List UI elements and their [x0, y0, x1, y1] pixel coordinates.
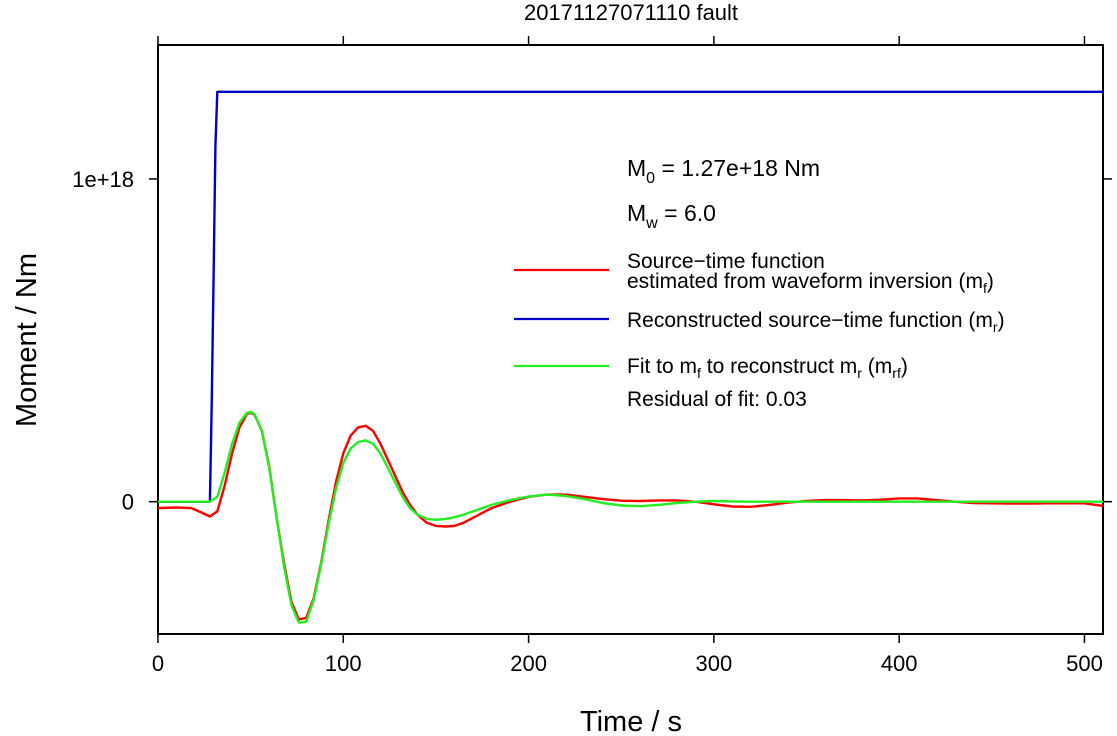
series-line-reconstructed: [158, 90, 1103, 503]
y-axis-title: Moment / Nm: [11, 253, 43, 427]
svg-text:Mw = 6.0: Mw = 6.0: [627, 200, 716, 232]
chart-title: 20171127071110 fault: [524, 0, 738, 25]
x-tick-label: 200: [510, 651, 547, 676]
residual-text: Residual of fit: 0.03: [627, 388, 807, 411]
magnitude-annotation: Mw = 6.0: [627, 200, 716, 232]
x-axis-title: Time / s: [580, 706, 682, 736]
m0-value: = 1.27e+18 Nm: [655, 155, 820, 181]
m0-symbol: M: [627, 155, 646, 181]
axis-ticks: [149, 36, 1112, 643]
svg-text:Fit to mf to reconstruct mr (m: Fit to mf to reconstruct mr (mrf): [627, 355, 908, 381]
series-line-fit: [158, 410, 1103, 624]
moment-annotation: M0 = 1.27e+18 Nm: [627, 155, 820, 187]
series-line-source-time-function: [157, 411, 1104, 621]
m0-subscript: 0: [646, 170, 655, 187]
x-tick-label: 500: [1066, 651, 1103, 676]
mw-symbol: M: [627, 200, 646, 226]
legend-label-red-line1: Source−time function: [627, 250, 825, 273]
axis-tick-labels: 0 100 200 300 400 500 0 1e+18: [72, 167, 1103, 676]
plot-frame: [157, 44, 1104, 635]
svg-text:M0 = 1.27e+18 Nm: M0 = 1.27e+18 Nm: [627, 155, 820, 187]
mw-subscript: w: [645, 215, 658, 232]
x-tick-label: 400: [881, 651, 918, 676]
mw-value: = 6.0: [658, 200, 716, 226]
y-tick-label: 1e+18: [72, 167, 134, 192]
svg-text:Reconstructed source−time func: Reconstructed source−time function (mr): [627, 309, 1005, 335]
legend-label-blue: Reconstructed source−time function (m: [627, 309, 993, 332]
series-lines: [157, 90, 1104, 624]
legend-label-green: Fit to m: [627, 355, 697, 378]
y-tick-label: 0: [122, 490, 134, 515]
legend: Source−time function estimated from wave…: [514, 250, 1005, 411]
x-tick-label: 300: [696, 651, 733, 676]
legend-label-red-line2: estimated from waveform inversion (m: [627, 270, 983, 293]
svg-text:estimated from waveform invers: estimated from waveform inversion (mf): [627, 270, 994, 296]
x-tick-label: 100: [325, 651, 362, 676]
x-tick-label: 0: [152, 651, 164, 676]
